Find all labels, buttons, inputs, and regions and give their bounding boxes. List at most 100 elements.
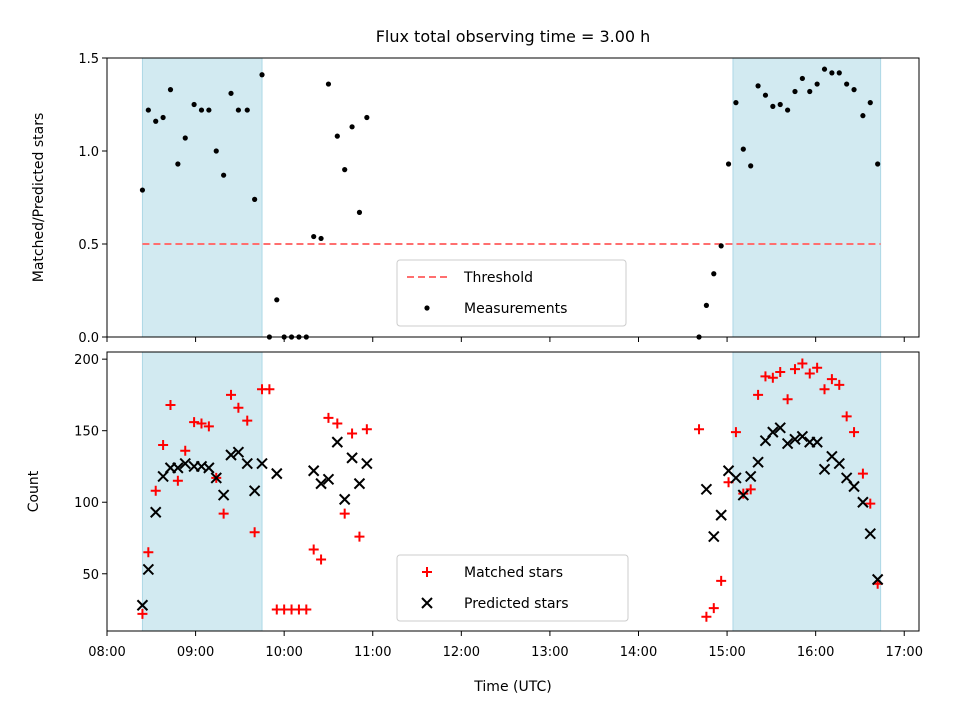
matched-stars-point-27 [332, 418, 343, 429]
matched-stars-point-16 [249, 527, 260, 538]
measurement-point-24 [311, 233, 317, 240]
predicted-stars-point-25 [353, 477, 366, 490]
y-tick-label-3: 150 [74, 425, 99, 440]
measurement-point-2 [145, 107, 151, 113]
matched-stars-point-3 [150, 485, 161, 496]
matched-stars-point-14 [233, 402, 244, 413]
measurement-point-34 [711, 271, 717, 277]
matched-stars-point-35 [716, 575, 727, 586]
predicted-stars-point-2 [142, 563, 155, 576]
measurement-point-11 [213, 148, 219, 154]
measurement-point-38 [740, 146, 746, 152]
matched-stars-point-48 [812, 362, 823, 373]
predicted-stars-point-23 [338, 493, 351, 506]
measurement-point-48 [814, 81, 820, 87]
predicted-stars-point-7 [179, 457, 191, 470]
measurement-point-10 [206, 107, 212, 113]
y-tick-label-3: 1.0 [78, 145, 99, 160]
measurement-point-30 [356, 209, 363, 215]
y-tick-label-1: 0.0 [78, 331, 99, 346]
top-panel: 0.0 0.5 1.0 1.5 Matched/Predicted stars Thres… [31, 52, 920, 346]
matched-stars-point-5 [165, 399, 176, 410]
predicted-stars-point-33 [744, 470, 757, 483]
matched-stars-point-4 [158, 440, 169, 450]
predicted-stars-point-24 [346, 452, 358, 464]
matched-stars-point-6 [172, 475, 183, 486]
predicted-stars-point-34 [752, 456, 764, 468]
measurement-point-45 [792, 88, 798, 95]
predicted-stars-point-29 [715, 509, 727, 521]
measurement-point-12 [221, 172, 227, 178]
matched-stars-point-12 [218, 508, 229, 519]
measurement-point-56 [875, 161, 881, 167]
legend-label-2: Predicted stars [464, 596, 569, 612]
measurement-point-52 [844, 81, 850, 87]
matched-stars-point-39 [745, 484, 756, 495]
matched-stars-point-29 [347, 428, 358, 439]
measurement-point-9 [198, 107, 205, 113]
matched-stars-point-13 [226, 389, 237, 400]
shaded-interval-2 [732, 57, 882, 338]
measurement-point-17 [259, 72, 265, 78]
matched-stars-point-43 [775, 367, 786, 378]
measurement-point-33 [703, 302, 710, 308]
legend-label-2: Measurements [464, 301, 567, 317]
measurement-point-44 [785, 107, 791, 113]
matched-stars-point-52 [841, 411, 852, 422]
legend: Matched stars Predicted stars [396, 554, 629, 622]
predicted-stars-point-22 [331, 436, 344, 448]
measurement-point-36 [725, 161, 732, 167]
predicted-stars-point-17 [256, 457, 268, 470]
chart-title: Flux total observing time = 3.00 h [376, 27, 651, 46]
matched-stars-point-51 [834, 379, 845, 390]
matched-stars-point-45 [789, 364, 800, 375]
measurement-point-8 [191, 101, 197, 108]
measurement-point-7 [182, 135, 188, 141]
measurement-point-29 [349, 124, 355, 130]
matched-stars-point-10 [203, 421, 214, 432]
measurement-point-13 [228, 90, 234, 96]
measurement-point-6 [175, 161, 181, 167]
matched-stars-point-38 [738, 488, 749, 499]
x-tick-label-1: 08:00 [88, 645, 125, 660]
x-tick-label-8: 15:00 [708, 645, 745, 660]
y-tick-label-4: 1.5 [78, 52, 99, 67]
measurement-point-31 [364, 114, 370, 121]
measurement-point-16 [252, 196, 258, 202]
legend-box [396, 259, 627, 327]
shaded-interval-1 [141, 57, 263, 338]
matched-stars-point-50 [826, 374, 837, 385]
matched-stars-point-7 [180, 445, 191, 456]
x-tick-label-7: 14:00 [620, 645, 657, 660]
measurement-point-40 [755, 83, 761, 89]
predicted-stars-point-43 [818, 463, 831, 476]
predicted-stars-point-31 [730, 472, 742, 484]
x-tick-label-3: 10:00 [265, 645, 302, 660]
measurement-point-49 [821, 66, 828, 72]
measurement-point-3 [153, 118, 159, 124]
matched-stars-point-54 [857, 468, 868, 479]
legend-predicted-stars-swatch [421, 597, 433, 609]
predicted-stars-point-37 [774, 422, 786, 434]
x-tick-label-2: 09:00 [177, 645, 214, 660]
legend: Threshold Measurements [396, 259, 627, 327]
measurement-point-51 [836, 70, 842, 76]
predicted-stars-point-3 [150, 506, 162, 518]
matched-stars-point-26 [323, 412, 334, 423]
matched-stars-point-1 [137, 608, 148, 619]
measurement-point-4 [160, 114, 166, 121]
x-axis-label: Time (UTC) [473, 679, 551, 695]
predicted-stars-point-47 [848, 480, 860, 493]
y-tick-label-2: 100 [74, 496, 99, 511]
predicted-stars-point-28 [708, 530, 720, 543]
predicted-stars-point-1 [136, 599, 149, 611]
predicted-stars-point-36 [767, 426, 779, 438]
measurement-point-26 [325, 81, 332, 87]
measurement-point-27 [334, 133, 340, 139]
predicted-stars-point-18 [271, 467, 283, 480]
matched-stars-point-23 [301, 604, 312, 615]
measurement-point-25 [318, 235, 324, 242]
matched-stars-point-34 [708, 603, 719, 614]
measurement-point-54 [860, 113, 866, 119]
